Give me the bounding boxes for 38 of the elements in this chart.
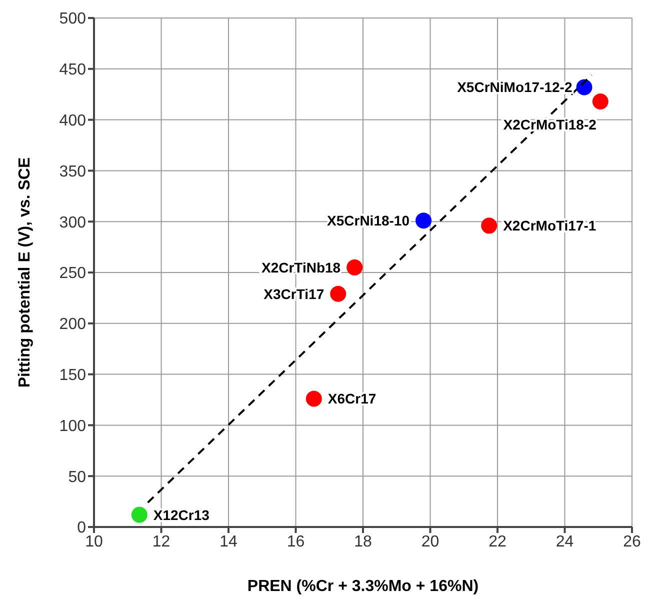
- annotation: X2CrMoTi17-1: [503, 218, 596, 234]
- point: [481, 218, 498, 234]
- point: [592, 93, 608, 110]
- x-tick-label: 20: [421, 533, 440, 550]
- y-tick-label: 300: [59, 214, 86, 232]
- y-tick-label: 350: [59, 163, 86, 180]
- y-tick-label: 150: [59, 366, 86, 384]
- x-tick-label: 26: [623, 533, 641, 550]
- x-tick-label: 16: [286, 533, 305, 550]
- point: [346, 259, 363, 276]
- x-tick-label: 18: [354, 533, 372, 550]
- point: [330, 286, 346, 302]
- y-tick-label: 400: [59, 112, 86, 130]
- annotation: X6Cr17: [328, 390, 376, 407]
- annotation: X3CrTi17: [264, 286, 324, 302]
- y-axis-title: Pitting potential E (V), vs. SCE: [16, 157, 34, 388]
- y-tick-label: 0: [77, 520, 86, 537]
- x-axis-title: PREN (%Cr + 3.3%Mo + 16%N): [247, 578, 479, 595]
- point: [131, 506, 148, 523]
- y-tick-label: 450: [59, 62, 86, 79]
- point: [576, 79, 592, 96]
- annotation: X2CrMoTi18-2: [503, 116, 597, 132]
- annotation: X2CrTiNb18: [261, 259, 341, 276]
- x-tick-label: 22: [488, 533, 506, 550]
- y-tick-label: 200: [59, 316, 86, 334]
- y-tick-label: 100: [59, 418, 86, 435]
- y-tick-label: 250: [59, 265, 86, 282]
- x-tick-label: 24: [556, 533, 574, 550]
- point: [416, 212, 432, 229]
- x-tick-label: 12: [152, 533, 170, 550]
- x-tick-label: 10: [85, 533, 103, 550]
- x-tick-label: 14: [220, 533, 238, 550]
- annotation: X5CrNi18-10: [327, 212, 410, 229]
- y-tick-label: 500: [59, 10, 86, 28]
- annotation: X5CrNiMo17-12-2: [457, 79, 572, 96]
- point: [306, 390, 322, 407]
- annotation: X12Cr13: [153, 506, 210, 523]
- y-tick-label: 50: [68, 468, 86, 486]
